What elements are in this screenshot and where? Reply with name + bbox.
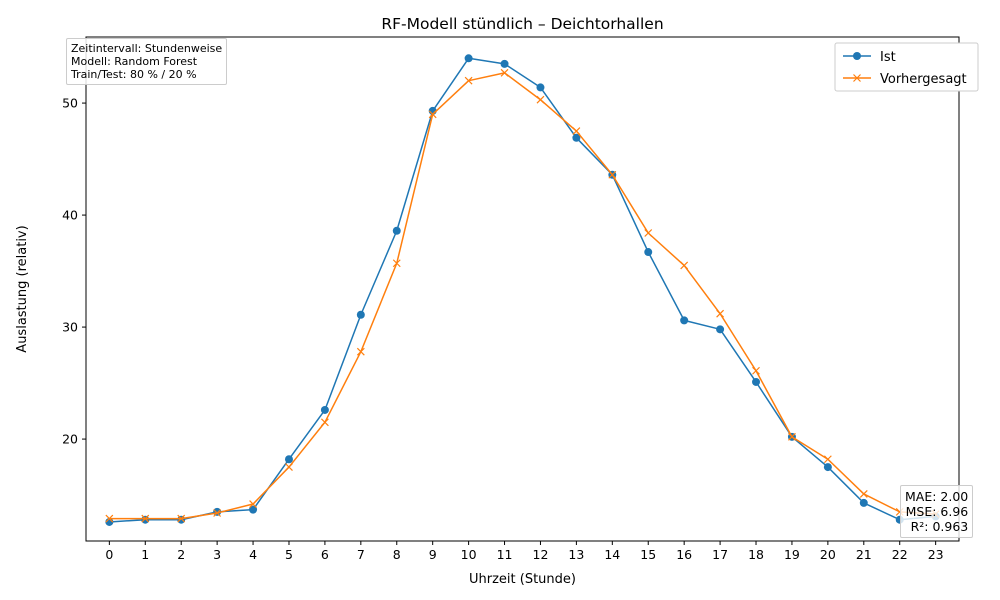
x-tick-label: 22 (892, 547, 908, 562)
data-point-ist (141, 515, 150, 524)
legend-label-vorhergesagt: Vorhergesagt (880, 72, 967, 87)
x-tick-label: 8 (393, 547, 401, 562)
info-line-interval: Zeitintervall: Stundenweise (71, 42, 223, 55)
x-tick-label: 4 (249, 547, 257, 562)
data-point-vorhergesagt (320, 418, 329, 427)
x-tick-label: 18 (748, 547, 764, 562)
data-point-vorhergesagt (392, 259, 401, 268)
data-point-vorhergesagt (500, 68, 509, 77)
x-tick-label: 13 (568, 547, 584, 562)
plot-area (85, 36, 960, 542)
x-tick-label: 20 (820, 547, 836, 562)
legend: Ist Vorhergesagt (834, 42, 979, 92)
data-point-ist (859, 498, 868, 507)
y-tick-label: 30 (62, 320, 78, 335)
x-tick-label: 14 (604, 547, 620, 562)
data-point-vorhergesagt (859, 490, 868, 498)
data-point-ist (823, 463, 832, 472)
model-info-box: Zeitintervall: Stundenweise Modell: Rand… (66, 38, 228, 85)
data-point-ist (680, 316, 689, 325)
y-axis-label: Auslastung (relativ) (15, 225, 30, 352)
data-point-vorhergesagt (356, 347, 365, 356)
metric-r2: R²: 0.963 (910, 519, 969, 534)
info-line-model: Modell: Random Forest (71, 55, 198, 68)
data-point-ist (284, 455, 293, 464)
y-tick-label: 40 (62, 208, 78, 223)
data-point-ist (752, 377, 761, 386)
metrics-box: MAE: 2.00 MSE: 6.96 R²: 0.963 (900, 485, 974, 538)
x-tick-label: 12 (533, 547, 549, 562)
data-point-vorhergesagt (285, 463, 293, 472)
data-point-ist (716, 325, 725, 334)
y-tick-label: 50 (62, 96, 78, 111)
series-line-ist (109, 57, 936, 523)
data-point-vorhergesagt (428, 110, 437, 119)
data-point-ist (464, 54, 473, 63)
data-point-vorhergesagt (141, 514, 150, 523)
data-point-vorhergesagt (716, 309, 725, 318)
x-tick-label: 17 (712, 547, 728, 562)
series-line-vorhergesagt (109, 72, 936, 520)
data-point-vorhergesagt (249, 500, 257, 508)
data-point-vorhergesagt (572, 127, 581, 136)
data-point-ist (500, 59, 509, 68)
x-tick-label: 15 (640, 547, 656, 562)
data-point-ist (644, 248, 653, 257)
series-vorhergesagt (105, 68, 940, 523)
metric-mse: MSE: 6.96 (905, 504, 969, 519)
x-tick-label: 23 (928, 547, 944, 562)
series-ist (105, 54, 940, 526)
data-point-vorhergesagt (536, 95, 545, 104)
x-tick-label: 5 (285, 547, 293, 562)
legend-label-ist: Ist (880, 50, 896, 65)
data-point-ist (572, 133, 581, 142)
legend-marker-ist (853, 52, 861, 60)
metric-mae: MAE: 2.00 (905, 489, 969, 504)
data-point-ist (392, 226, 401, 235)
data-point-vorhergesagt (608, 170, 617, 179)
data-point-vorhergesagt (788, 432, 796, 441)
x-tick-label: 2 (177, 547, 185, 562)
y-axis: 20 30 40 50 (62, 96, 86, 447)
x-tick-label: 19 (784, 547, 800, 562)
x-tick-label: 11 (497, 547, 513, 562)
x-axis: 0 1 2 3 4 5 6 7 8 9 10 11 12 13 14 15 16 17 18 19 20 21 22 23 (105, 541, 944, 562)
y-tick-label: 20 (62, 432, 78, 447)
info-line-split: Train/Test: 80 % / 20 % (71, 68, 197, 81)
data-point-ist (320, 405, 329, 414)
x-tick-label: 16 (676, 547, 692, 562)
data-point-vorhergesagt (644, 229, 653, 237)
x-tick-label: 1 (141, 547, 149, 562)
chart-title: RF-Modell stündlich – Deichtorhallen (381, 15, 663, 33)
x-tick-label: 10 (461, 547, 477, 562)
data-point-vorhergesagt (823, 455, 832, 464)
x-tick-label: 9 (429, 547, 437, 562)
data-point-ist (177, 515, 186, 524)
legend-frame (834, 42, 979, 92)
x-tick-label: 7 (357, 547, 365, 562)
x-tick-label: 3 (213, 547, 221, 562)
x-tick-label: 21 (856, 547, 872, 562)
x-tick-label: 0 (105, 547, 113, 562)
data-point-vorhergesagt (105, 514, 114, 523)
data-point-vorhergesagt (680, 261, 689, 270)
x-axis-label: Uhrzeit (Stunde) (469, 572, 576, 587)
data-point-vorhergesagt (464, 76, 473, 85)
data-point-vorhergesagt (177, 514, 186, 523)
x-tick-label: 6 (321, 547, 329, 562)
series-layer (105, 54, 940, 526)
data-point-ist (356, 310, 365, 319)
data-point-ist (249, 505, 258, 514)
data-point-vorhergesagt (213, 509, 222, 517)
legend-marker-vorhergesagt (853, 74, 861, 82)
data-point-ist (536, 83, 545, 92)
data-point-vorhergesagt (752, 366, 760, 375)
